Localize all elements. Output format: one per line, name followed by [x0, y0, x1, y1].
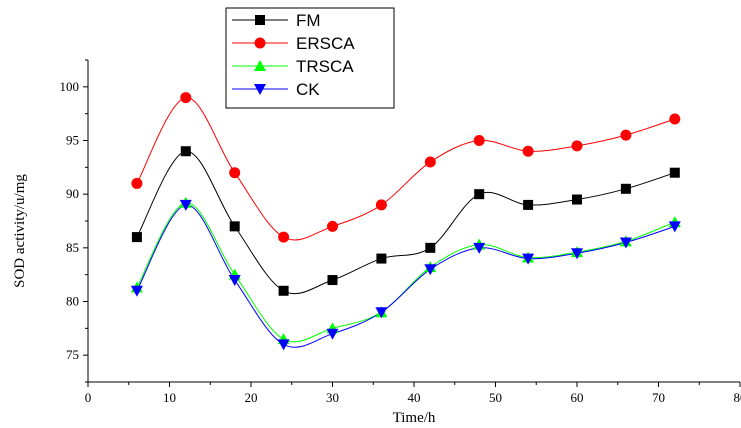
data-point-fm-12 [180, 146, 191, 157]
data-point-ck-48 [473, 242, 486, 254]
x-tick-label: 0 [85, 390, 92, 405]
series-line-trsca [136, 202, 675, 343]
data-point-ersca-54 [522, 145, 534, 157]
axes: 0 10 20 30 40 50 60 70 80 75 80 85 90 95 100 [60, 59, 741, 405]
data-point-ck-72 [668, 221, 681, 233]
series-lines [136, 97, 675, 348]
data-point-ck-18 [228, 275, 241, 287]
legend: FM ERSCA TRSCA CK [225, 7, 395, 109]
x-tick-label: 30 [326, 390, 339, 405]
data-point-fm-72 [669, 167, 680, 178]
data-point-ck-6 [130, 285, 143, 297]
data-point-fm-66 [620, 183, 631, 194]
series-line-ck [136, 204, 675, 348]
legend-marker-ck [254, 84, 266, 95]
x-tick-label: 40 [408, 390, 421, 405]
legend-label-ck: CK [296, 80, 320, 99]
data-point-ersca-24 [278, 231, 290, 243]
x-tick-label: 20 [245, 390, 258, 405]
data-point-fm-48 [474, 189, 485, 200]
data-point-fm-30 [327, 275, 338, 286]
data-point-ck-42 [424, 264, 437, 276]
data-point-ck-24 [277, 339, 290, 351]
y-tick-label: 100 [60, 79, 80, 94]
data-point-fm-54 [523, 199, 534, 210]
legend-box [225, 7, 395, 109]
data-point-fm-60 [572, 194, 582, 205]
legend-label-ersca: ERSCA [296, 34, 355, 53]
legend-label-fm: FM [296, 11, 321, 30]
data-point-ck-36 [375, 307, 388, 319]
legend-marker-fm [255, 15, 265, 25]
data-point-fm-36 [376, 253, 387, 264]
data-point-ersca-30 [327, 220, 338, 232]
data-point-ersca-6 [131, 177, 143, 189]
data-point-ersca-66 [620, 129, 632, 141]
y-tick-label: 80 [66, 294, 79, 309]
legend-marker-ersca [254, 37, 266, 49]
data-point-ck-54 [522, 253, 535, 265]
data-point-ersca-36 [375, 199, 387, 211]
data-point-ck-66 [619, 237, 632, 249]
data-point-ersca-42 [424, 156, 436, 168]
x-tick-label: 60 [571, 390, 584, 405]
series-markers [130, 92, 681, 351]
series-line-fm [136, 150, 675, 295]
data-point-fm-42 [425, 242, 436, 253]
legend-label-trsca: TRSCA [296, 57, 354, 76]
data-point-ersca-12 [180, 92, 192, 104]
y-tick-label: 75 [66, 347, 79, 362]
data-point-fm-18 [229, 221, 240, 232]
legend-marker-trsca [254, 60, 266, 71]
data-point-ersca-60 [571, 140, 583, 152]
y-tick-label: 90 [66, 186, 79, 201]
y-tick-label: 85 [66, 240, 79, 255]
y-axis-title: SOD activity/u/mg [12, 174, 28, 288]
data-point-fm-24 [278, 285, 289, 296]
x-axis-title: Time/h [393, 410, 436, 426]
data-point-ck-12 [179, 199, 192, 211]
y-tick-label: 95 [66, 133, 79, 148]
data-point-ersca-72 [669, 113, 681, 125]
data-point-ck-30 [326, 328, 339, 340]
series-line-ersca [136, 97, 675, 241]
x-tick-label: 10 [163, 390, 176, 405]
data-point-ersca-18 [229, 167, 241, 179]
x-tick-label: 80 [734, 390, 741, 405]
data-point-ck-60 [571, 248, 583, 260]
x-tick-label: 70 [652, 390, 665, 405]
data-point-ersca-48 [473, 135, 485, 146]
data-point-fm-6 [131, 232, 142, 243]
x-tick-label: 50 [489, 390, 502, 405]
